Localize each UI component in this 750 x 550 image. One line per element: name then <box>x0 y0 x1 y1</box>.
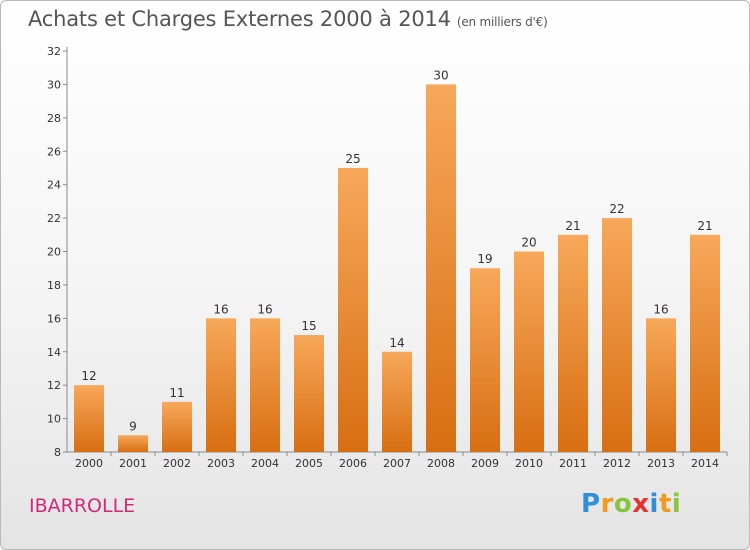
x-tick-label: 2004 <box>251 457 279 470</box>
logo-letter: t <box>658 489 672 519</box>
bar <box>382 351 412 452</box>
x-tick-label: 2014 <box>691 457 719 470</box>
x-tick-label: 2010 <box>515 457 543 470</box>
x-tick-label: 2007 <box>383 457 411 470</box>
bar <box>514 251 544 452</box>
bar-value-label: 15 <box>301 319 316 333</box>
bar <box>646 318 676 452</box>
y-tick-label: 20 <box>47 246 61 259</box>
y-tick-label: 12 <box>47 379 61 392</box>
x-tick-label: 2001 <box>119 457 147 470</box>
bar <box>558 234 588 452</box>
logo-letter: x <box>632 489 650 519</box>
bar-value-label: 14 <box>389 336 404 350</box>
y-tick-label: 18 <box>47 279 61 292</box>
x-tick-label: 2008 <box>427 457 455 470</box>
bar-value-label: 19 <box>477 252 492 266</box>
x-tick-label: 2006 <box>339 457 367 470</box>
bar-value-label: 11 <box>169 386 184 400</box>
bar-value-label: 9 <box>129 419 137 433</box>
bar <box>470 268 500 452</box>
bar-value-label: 21 <box>565 219 580 233</box>
bar-value-label: 16 <box>653 302 668 316</box>
bar-value-label: 22 <box>609 202 624 216</box>
proxiti-logo: Proxiti <box>581 489 681 519</box>
bar <box>426 84 456 453</box>
logo-letter: P <box>581 489 601 519</box>
y-tick-label: 32 <box>47 45 61 58</box>
chart-title: Achats et Charges Externes 2000 à 2014 (e… <box>28 7 548 31</box>
bar-value-label: 12 <box>81 369 96 383</box>
bar <box>118 435 148 452</box>
x-tick-label: 2011 <box>559 457 587 470</box>
x-tick-label: 2009 <box>471 457 499 470</box>
bar-value-label: 16 <box>213 302 228 316</box>
logo-letter: r <box>600 489 614 519</box>
x-tick-label: 2005 <box>295 457 323 470</box>
y-tick-label: 10 <box>47 413 61 426</box>
y-tick-label: 28 <box>47 112 61 125</box>
logo-letter: o <box>613 489 633 519</box>
logo-letter: i <box>649 489 659 519</box>
bar-value-label: 25 <box>345 152 360 166</box>
y-tick-label: 8 <box>54 446 61 459</box>
bar <box>602 218 632 452</box>
y-tick-label: 30 <box>47 78 61 91</box>
bar <box>206 318 236 452</box>
commune-name: IBARROLLE <box>29 495 136 517</box>
bar <box>294 335 324 452</box>
y-tick-label: 16 <box>47 312 61 325</box>
x-tick-label: 2000 <box>75 457 103 470</box>
bar <box>690 234 720 452</box>
logo-letter: i <box>671 489 682 519</box>
bar <box>250 318 280 452</box>
bar-value-label: 21 <box>697 219 712 233</box>
bar-value-label: 20 <box>521 236 536 250</box>
chart-title-text: Achats et Charges Externes 2000 à 2014 <box>28 7 451 31</box>
y-tick-label: 26 <box>47 145 61 158</box>
chart-unit: (en milliers d'€) <box>456 15 548 29</box>
y-tick-label: 22 <box>47 212 61 225</box>
bar-value-label: 16 <box>257 302 272 316</box>
x-tick-label: 2012 <box>603 457 631 470</box>
x-tick-label: 2002 <box>163 457 191 470</box>
x-tick-label: 2003 <box>207 457 235 470</box>
y-tick-label: 24 <box>47 179 61 192</box>
bar <box>338 167 368 453</box>
bar <box>162 401 192 452</box>
y-tick-label: 14 <box>47 346 61 359</box>
x-tick-label: 2013 <box>647 457 675 470</box>
bar-value-label: 30 <box>433 68 448 82</box>
bar <box>74 385 104 452</box>
